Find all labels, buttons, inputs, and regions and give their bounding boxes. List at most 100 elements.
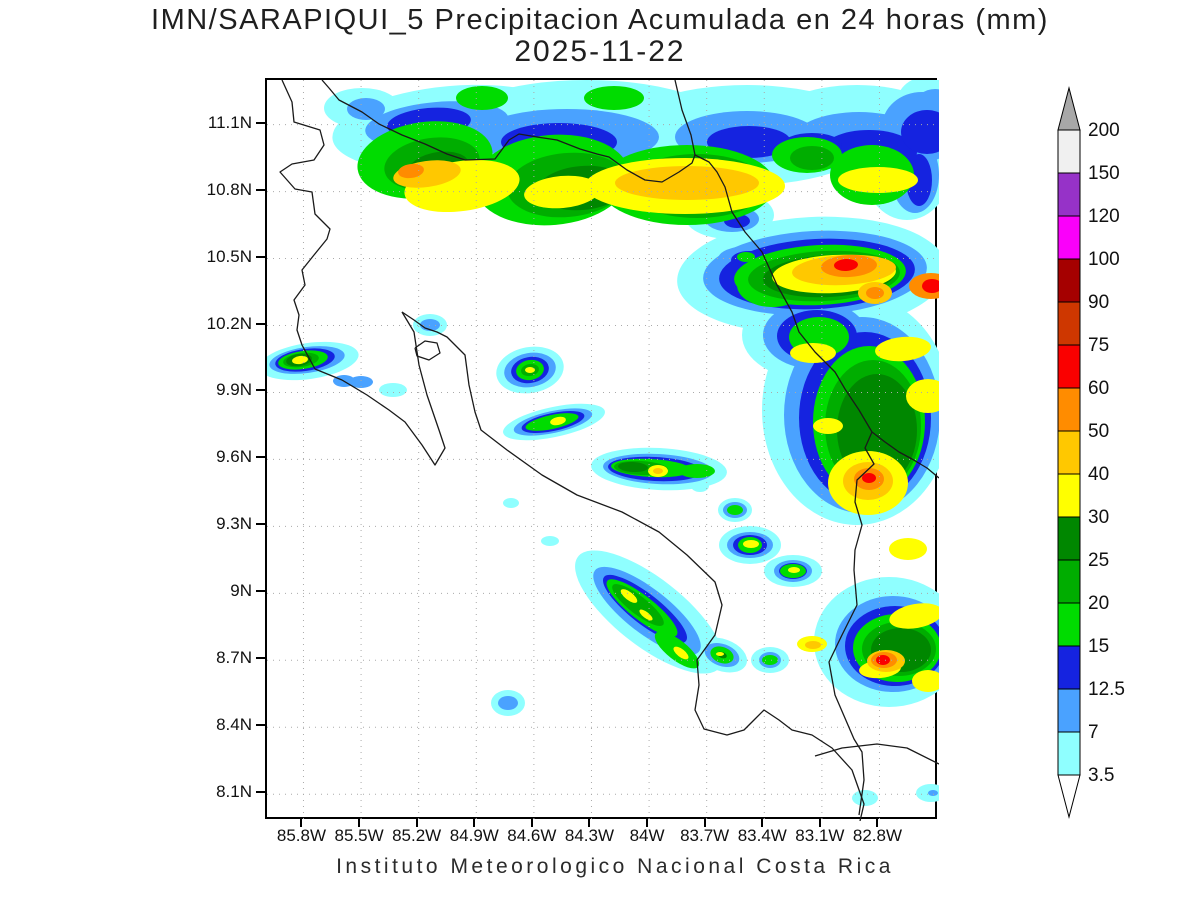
lat-tick-mark <box>256 724 265 727</box>
colorbar-label: 50 <box>1088 421 1109 442</box>
precip-contour-fill <box>615 166 759 200</box>
lon-tick-label: 82.8W <box>852 826 903 845</box>
colorbar-label: 100 <box>1088 249 1120 270</box>
colorbar-segment <box>1057 688 1081 733</box>
precip-contour-fill <box>584 86 644 110</box>
precip-contour-fill <box>889 603 939 629</box>
precip-contour-fill <box>456 86 508 110</box>
colorbar-segment <box>1057 129 1081 174</box>
coastline-path <box>828 431 875 816</box>
coastline-path <box>674 80 939 479</box>
colorbar-segment <box>1057 344 1081 389</box>
lon-tick-mark <box>415 819 418 827</box>
lat-tick-label: 11.1N <box>207 112 252 132</box>
precip-contour-fill <box>875 336 931 362</box>
lat-tick-label: 10.8N <box>206 179 252 199</box>
lat-tick-mark <box>256 322 265 325</box>
coastline-path <box>401 311 865 821</box>
precip-contour-fill <box>788 567 800 573</box>
grid-lines <box>267 80 939 821</box>
lon-tick-mark <box>530 819 533 827</box>
precip-contour-fill <box>790 343 836 363</box>
precip-contour-fill <box>743 540 759 548</box>
precip-contour-fill <box>691 480 709 492</box>
colorbar-segment <box>1057 215 1081 260</box>
precip-contour-fill <box>673 646 689 660</box>
lon-tick-label: 85.8W <box>276 826 327 845</box>
precip-contour-fill <box>398 163 424 179</box>
map-plot-area <box>265 78 939 821</box>
colorbar-segment <box>1057 516 1081 561</box>
colorbar-segment <box>1057 172 1081 217</box>
coastline <box>279 80 939 821</box>
precip-contour-fill <box>813 418 843 434</box>
lon-tick-label: 83.7W <box>680 826 730 845</box>
precip-contour-fill <box>620 589 638 603</box>
precip-contour-fill <box>876 655 890 665</box>
precip-contour-fill <box>541 536 559 546</box>
colorbar-over-arrow <box>1057 86 1081 131</box>
colorbar-segment <box>1057 731 1081 776</box>
footer-credit: Instituto Meteorologico Nacional Costa R… <box>336 855 894 878</box>
chart-title: IMN/SARAPIQUI_5 Precipitacion Acumulada … <box>151 4 1049 36</box>
precip-contour-fill <box>347 98 385 120</box>
precip-contour-fill <box>912 670 939 692</box>
precip-contour-fill <box>866 287 884 299</box>
colorbar-label: 90 <box>1088 292 1109 313</box>
lon-tick-label: 84W <box>629 826 665 845</box>
lon-tick-mark <box>358 819 361 827</box>
colorbar-label: 200 <box>1088 120 1120 141</box>
colorbar-segment <box>1057 430 1081 475</box>
precip-contour-fill <box>838 167 918 193</box>
colorbar-label: 7 <box>1088 722 1099 743</box>
precip-contour-fill <box>550 416 566 426</box>
lat-tick-label: 9N <box>230 581 252 601</box>
lat-tick-mark <box>256 121 265 124</box>
lon-tick-label: 84.9W <box>449 826 499 845</box>
lat-tick-mark <box>256 389 265 392</box>
coastline-path <box>321 80 696 183</box>
chart-date: 2025-11-22 <box>514 35 686 68</box>
lat-tick-label: 9.6N <box>216 447 252 467</box>
precip-contour-fill <box>679 464 715 478</box>
precip-contour-fill <box>906 154 932 206</box>
precip-contour-fill <box>737 252 755 262</box>
coastline-path <box>414 340 441 361</box>
colorbar-segment <box>1057 645 1081 690</box>
coastline-path <box>814 743 939 765</box>
precip-contour-fill <box>716 652 724 656</box>
lat-tick-mark <box>256 188 265 191</box>
coastline-path <box>279 80 446 466</box>
lat-tick-label: 8.4N <box>216 715 252 735</box>
colorbar-segment <box>1057 301 1081 346</box>
precip-contour-fill <box>503 498 519 508</box>
precip-contour-fill <box>618 461 648 473</box>
colorbar-label: 40 <box>1088 464 1109 485</box>
lat-tick-mark <box>256 523 265 526</box>
colorbar-label: 150 <box>1088 163 1120 184</box>
lon-tick-label: 83.4W <box>737 826 787 845</box>
lat-tick-mark <box>256 590 265 593</box>
lat-tick-label: 10.5N <box>206 246 252 266</box>
colorbar: 200 150 120 100 90 75 60 50 40 30 25 20 15 12.5 7 3.5 <box>1057 86 1125 819</box>
colorbar-label: 30 <box>1088 507 1109 528</box>
colorbar-label: 60 <box>1088 378 1109 399</box>
colorbar-segment <box>1057 387 1081 432</box>
colorbar-label: 12.5 <box>1088 679 1125 700</box>
lon-tick-label: 85.5W <box>334 826 384 845</box>
precip-contour-fill <box>922 279 939 293</box>
colorbar-under-arrow <box>1057 774 1081 819</box>
colorbar-label: 3.5 <box>1088 765 1114 786</box>
precip-contour-fill <box>928 790 938 796</box>
precip-contour-fill <box>379 383 407 397</box>
lon-tick-mark <box>473 819 476 827</box>
lat-tick-mark <box>256 255 265 258</box>
precip-contour-fill <box>790 146 834 170</box>
lon-tick-mark <box>646 819 649 827</box>
lon-tick-label: 84.6W <box>507 826 557 845</box>
lon-tick-mark <box>761 819 764 827</box>
colorbar-segment <box>1057 473 1081 518</box>
precip-contour-fill <box>525 367 535 373</box>
colorbar-label: 20 <box>1088 593 1109 614</box>
